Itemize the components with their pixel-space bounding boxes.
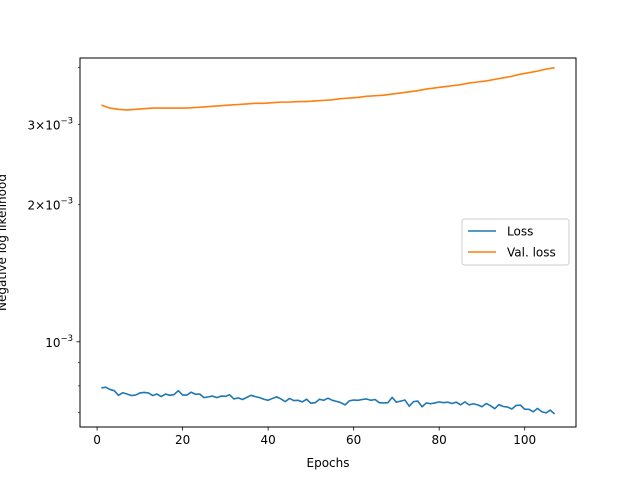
- legend-label: Val. loss: [507, 246, 556, 260]
- y-axis-label: Negative log likelihood: [0, 174, 9, 311]
- legend-label: Loss: [507, 225, 533, 239]
- plot-frame: [79, 57, 577, 428]
- x-tick-label: 100: [513, 433, 536, 447]
- y-axis: 10−3 2×10−3 3×10−3: [28, 67, 80, 413]
- legend: Loss Val. loss: [461, 218, 570, 266]
- x-tick-label: 0: [93, 433, 101, 447]
- x-tick-label: 60: [346, 433, 361, 447]
- x-axis: 0 20 40 60 80 100: [93, 427, 536, 447]
- x-axis-label: Epochs: [307, 456, 350, 470]
- y-major-tick-label: 10−3: [45, 334, 73, 350]
- x-tick-label: 20: [175, 433, 190, 447]
- series-line-loss: [101, 386, 556, 415]
- series-line-val-loss: [101, 66, 555, 111]
- y-minor-tick-label: 2×10−3: [28, 197, 74, 213]
- y-minor-tick-label: 3×10−3: [28, 117, 74, 133]
- x-tick-label: 80: [432, 433, 447, 447]
- series-layer: [101, 66, 556, 415]
- x-tick-label: 40: [260, 433, 275, 447]
